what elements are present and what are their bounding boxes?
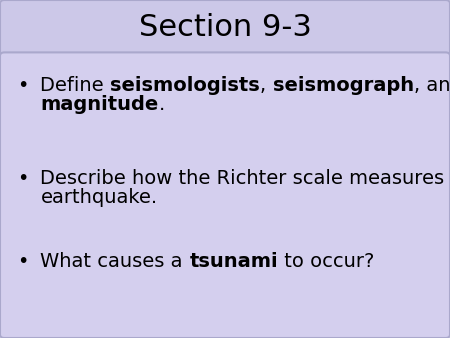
Text: magnitude: magnitude xyxy=(40,95,159,114)
Text: •: • xyxy=(17,169,28,188)
Text: Section 9-3: Section 9-3 xyxy=(139,13,311,42)
Text: What causes a: What causes a xyxy=(40,252,189,271)
Text: •: • xyxy=(17,252,28,271)
Text: seismologists: seismologists xyxy=(110,76,260,95)
FancyBboxPatch shape xyxy=(0,0,450,56)
FancyBboxPatch shape xyxy=(0,52,450,338)
Text: seismograph: seismograph xyxy=(273,76,414,95)
Text: to occur?: to occur? xyxy=(278,252,374,271)
Text: earthquake.: earthquake. xyxy=(40,188,158,207)
Text: ,: , xyxy=(260,76,273,95)
Text: tsunami: tsunami xyxy=(189,252,278,271)
Text: .: . xyxy=(159,95,165,114)
Text: Describe how the Richter scale measures an: Describe how the Richter scale measures … xyxy=(40,169,450,188)
Text: Define: Define xyxy=(40,76,110,95)
Text: •: • xyxy=(17,76,28,95)
Text: , and: , and xyxy=(414,76,450,95)
